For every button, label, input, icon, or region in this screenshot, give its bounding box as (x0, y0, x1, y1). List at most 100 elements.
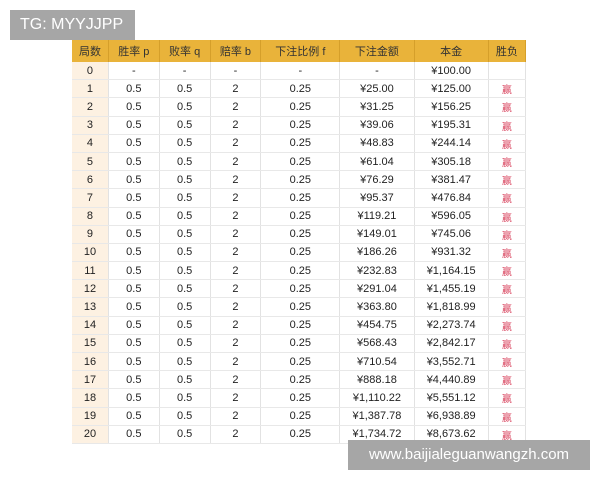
table-cell: 0.25 (260, 152, 341, 172)
table-cell: 12 (72, 279, 109, 299)
table-row: 5 0.5 0.5 2 0.25 ¥61.04 ¥305.18 赢 (72, 152, 527, 172)
table-cell: ¥76.29 (339, 170, 415, 190)
table-cell: 18 (72, 388, 109, 408)
table-cell: ¥1,734.72 (339, 425, 415, 444)
table-cell: 15 (72, 334, 109, 354)
table-cell: 10 (72, 243, 109, 263)
table-cell: ¥1,818.99 (414, 297, 489, 317)
table-cell: 0.5 (108, 116, 160, 135)
table-row: 15 0.5 0.5 2 0.25 ¥568.43 ¥2,842.17 赢 (72, 334, 527, 354)
table-row: 4 0.5 0.5 2 0.25 ¥48.83 ¥244.14 赢 (72, 134, 527, 153)
table-cell: 0.25 (260, 352, 341, 372)
table-cell: 2 (210, 352, 262, 372)
table-cell: ¥4,440.89 (414, 370, 489, 390)
table-cell: 0.25 (260, 116, 341, 135)
table-cell: ¥186.26 (339, 243, 415, 263)
table-cell: 0.25 (260, 370, 341, 390)
table-cell: 0.5 (108, 170, 160, 190)
table-cell: 19 (72, 407, 109, 426)
table-cell: 0.5 (108, 134, 160, 153)
table-cell: 0.5 (159, 243, 211, 263)
table-cell: 0.25 (260, 188, 341, 208)
table-cell: ¥5,551.12 (414, 388, 489, 408)
table-cell: 2 (210, 425, 262, 444)
table-cell: 2 (210, 370, 262, 390)
table-cell: ¥25.00 (339, 79, 415, 99)
table-row: 2 0.5 0.5 2 0.25 ¥31.25 ¥156.25 赢 (72, 97, 527, 117)
table-cell: ¥568.43 (339, 334, 415, 354)
table-cell: 7 (72, 188, 109, 208)
table-cell: 0.5 (159, 425, 211, 444)
table-cell: ¥100.00 (414, 62, 489, 81)
column-header: 败率 q (159, 40, 211, 62)
watermark-url: www.baijialeguanwangzh.com (348, 440, 590, 470)
column-header: 下注金额 (339, 40, 415, 62)
result-cell (488, 62, 527, 81)
table-cell: 0.5 (108, 97, 160, 117)
table-row: 14 0.5 0.5 2 0.25 ¥454.75 ¥2,273.74 赢 (72, 316, 527, 335)
table-cell: 16 (72, 352, 109, 372)
table-cell: 0.5 (159, 207, 211, 226)
table-cell: 1 (72, 79, 109, 99)
table-cell: ¥476.84 (414, 188, 489, 208)
result-cell: 赢 (488, 170, 527, 190)
table-cell: 2 (210, 152, 262, 172)
table-cell: ¥363.80 (339, 297, 415, 317)
column-header: 胜率 p (108, 40, 160, 62)
table-cell: ¥745.06 (414, 225, 489, 244)
result-cell: 赢 (488, 152, 527, 172)
table-cell: 4 (72, 134, 109, 153)
table-cell: 0.5 (159, 79, 211, 99)
table-cell: ¥888.18 (339, 370, 415, 390)
result-cell: 赢 (488, 407, 527, 426)
table-row: 19 0.5 0.5 2 0.25 ¥1,387.78 ¥6,938.89 赢 (72, 407, 527, 426)
table-cell: 0.25 (260, 79, 341, 99)
table-cell: 0.5 (159, 97, 211, 117)
table-cell: ¥381.47 (414, 170, 489, 190)
table-cell: ¥596.05 (414, 207, 489, 226)
table-cell: 2 (210, 334, 262, 354)
table-cell: 0.25 (260, 207, 341, 226)
table-cell: 0.5 (159, 279, 211, 299)
table-cell: - (159, 62, 211, 81)
table-cell: 0.25 (260, 225, 341, 244)
table-cell: 2 (210, 79, 262, 99)
table-cell: 0.5 (108, 207, 160, 226)
table-cell: ¥232.83 (339, 261, 415, 281)
table-cell: 2 (210, 316, 262, 335)
table-cell: ¥6,938.89 (414, 407, 489, 426)
kelly-bet-table: 局数 胜率 p 败率 q 赔率 b 下注比例 f 下注金额 本金 胜负 0- - - - - ¥100.… (72, 40, 527, 444)
table-cell: 0.5 (159, 134, 211, 153)
table-cell: 0.5 (108, 352, 160, 372)
table-cell: 0.5 (159, 297, 211, 317)
table-cell: 0.25 (260, 279, 341, 299)
table-row: 18 0.5 0.5 2 0.25 ¥1,110.22 ¥5,551.12 赢 (72, 388, 527, 408)
table-row: 3 0.5 0.5 2 0.25 ¥39.06 ¥195.31 赢 (72, 116, 527, 135)
table-cell: 0.5 (108, 79, 160, 99)
watermark-telegram: TG: MYYJJPP (10, 10, 135, 40)
table-cell: 0.25 (260, 243, 341, 263)
table-cell: 0.5 (159, 152, 211, 172)
table-row: 20 0.5 0.5 2 0.25 ¥1,734.72 ¥8,673.62 赢 (72, 425, 527, 444)
table-cell: 0.5 (159, 334, 211, 354)
table-cell: 0.25 (260, 261, 341, 281)
table-cell: - (210, 62, 262, 81)
table-cell: ¥1,455.19 (414, 279, 489, 299)
table-cell: 2 (210, 243, 262, 263)
table-row: 7 0.5 0.5 2 0.25 ¥95.37 ¥476.84 赢 (72, 188, 527, 208)
result-cell: 赢 (488, 388, 527, 408)
table-cell: 0.5 (108, 279, 160, 299)
table-row: 17 0.5 0.5 2 0.25 ¥888.18 ¥4,440.89 赢 (72, 370, 527, 390)
table-cell: 0.5 (159, 225, 211, 244)
table-cell: 0.5 (108, 261, 160, 281)
column-header: 胜负 (488, 40, 527, 62)
table-cell: - (339, 62, 415, 81)
table-cell: ¥454.75 (339, 316, 415, 335)
result-cell: 赢 (488, 225, 527, 244)
table-cell: ¥48.83 (339, 134, 415, 153)
table-cell: 0.5 (159, 388, 211, 408)
table-cell: 0.5 (159, 370, 211, 390)
table-cell: 20 (72, 425, 109, 444)
table-cell: ¥39.06 (339, 116, 415, 135)
table-row: 8 0.5 0.5 2 0.25 ¥119.21 ¥596.05 赢 (72, 207, 527, 226)
